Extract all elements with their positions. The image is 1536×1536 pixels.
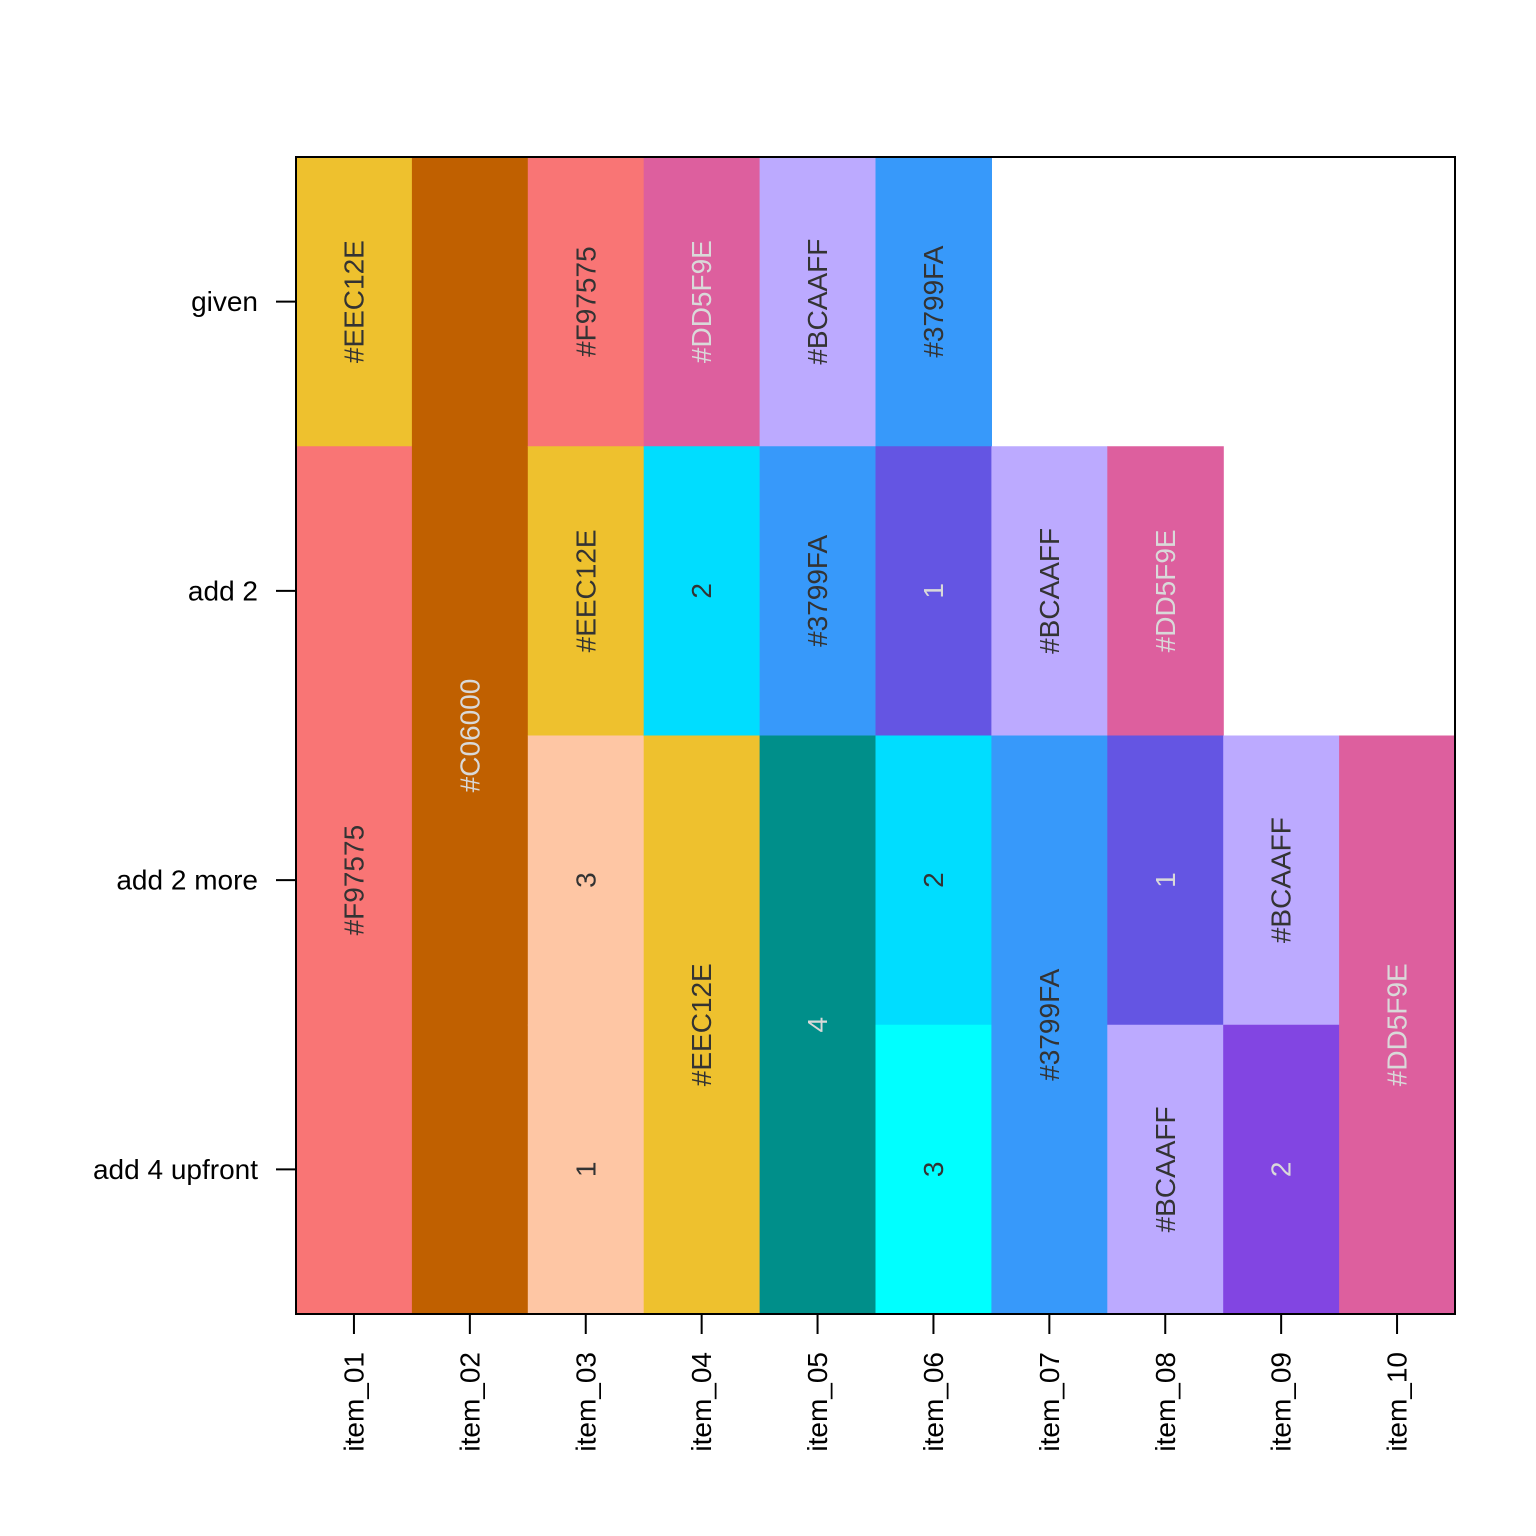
cell-item-07-add-2-more-label: #3799FA <box>1034 968 1065 1080</box>
y-tick-label-add-2-more: add 2 more <box>116 865 258 896</box>
cell-item-05-add-2-more <box>759 735 877 1315</box>
plot-frame <box>295 156 1456 1315</box>
x-tick-label-item-05: item_05 <box>802 1352 833 1452</box>
cell-item-02-given <box>411 157 529 1315</box>
cell-item-10-add-2-more <box>1339 735 1456 1315</box>
cell-item-05-add-2-label: #3799FA <box>802 535 833 647</box>
cell-item-04-add-2 <box>643 446 761 737</box>
cell-item-05-add-2 <box>759 446 877 737</box>
cell-item-03-given <box>527 157 645 447</box>
cell-item-09-add-4-upfront <box>1223 1024 1340 1315</box>
cell-item-08-add-2-more-label: 1 <box>1150 872 1181 888</box>
cell-item-08-add-4-upfront <box>1107 1024 1224 1315</box>
x-tick-label-item-07: item_07 <box>1034 1352 1065 1452</box>
cell-item-01-add-2 <box>296 446 413 1315</box>
y-tick-label-given: given <box>191 286 258 317</box>
cell-item-06-given <box>875 157 992 447</box>
cell-item-06-add-2-label: 1 <box>918 583 949 599</box>
cell-item-08-add-4-upfront-label: #BCAAFF <box>1150 1106 1181 1232</box>
cell-item-08-add-2-more <box>1107 735 1224 1026</box>
x-tick-label-item-06: item_06 <box>918 1352 949 1452</box>
cell-item-03-add-2 <box>527 446 645 737</box>
cell-item-02-given-label: #C06000 <box>454 679 485 793</box>
cell-item-08-add-2-label: #DD5F9E <box>1150 529 1181 652</box>
cell-item-06-add-2 <box>875 446 992 737</box>
cell-item-04-add-2-more-label: #EEC12E <box>686 963 717 1086</box>
y-tick-label-add-2: add 2 <box>188 575 258 606</box>
x-tick-label-item-02: item_02 <box>454 1352 485 1452</box>
cell-item-05-given <box>759 157 877 447</box>
cell-item-06-add-2-more-label: 2 <box>918 872 949 888</box>
x-tick-label-item-03: item_03 <box>570 1352 601 1452</box>
cell-item-04-add-2-more <box>643 735 761 1315</box>
x-tick-label-item-08: item_08 <box>1150 1352 1181 1452</box>
cell-item-03-add-2-more <box>527 735 645 1026</box>
cell-item-09-add-4-upfront-label: 2 <box>1266 1162 1297 1178</box>
cell-item-01-add-2-label: #F97575 <box>338 825 369 936</box>
x-tick-label-item-09: item_09 <box>1266 1352 1297 1452</box>
cells-layer <box>296 157 1456 1315</box>
cell-item-08-add-2 <box>1107 446 1224 737</box>
cell-item-03-add-2-label: #EEC12E <box>570 529 601 652</box>
y-tick-label-add-4-upfront: add 4 upfront <box>93 1154 258 1185</box>
cell-item-03-add-2-more-label: 3 <box>570 872 601 888</box>
cell-item-01-given <box>296 157 413 447</box>
cell-item-09-add-2-more-label: #BCAAFF <box>1266 817 1297 943</box>
cell-item-06-add-2-more <box>875 735 992 1026</box>
x-tick-label-item-01: item_01 <box>338 1352 369 1452</box>
cell-item-05-given-label: #BCAAFF <box>802 239 833 365</box>
cell-item-06-given-label: #3799FA <box>918 245 949 357</box>
cell-labels-layer: #EEC12E #F97575 #C06000 #F97575 #EEC12E 3 1 #DD… <box>338 239 1412 1233</box>
cell-item-01-given-label: #EEC12E <box>338 240 369 363</box>
cell-item-10-add-2-more-label: #DD5F9E <box>1382 963 1413 1086</box>
cell-item-06-add-4-upfront <box>875 1024 992 1315</box>
cell-item-04-add-2-label: 2 <box>686 583 717 599</box>
cell-item-04-given-label: #DD5F9E <box>686 240 717 363</box>
y-axis: given add 2 add 2 more add 4 upfront <box>93 286 296 1185</box>
cell-item-03-add-4-upfront-label: 1 <box>570 1162 601 1178</box>
x-tick-label-item-04: item_04 <box>686 1352 717 1452</box>
cell-item-04-given <box>643 157 761 447</box>
cell-item-03-add-4-upfront <box>527 1024 645 1315</box>
cell-item-09-add-2-more <box>1223 735 1340 1026</box>
cell-item-07-add-2 <box>991 446 1108 737</box>
x-tick-label-item-10: item_10 <box>1382 1352 1413 1452</box>
cell-item-03-given-label: #F97575 <box>570 246 601 357</box>
cell-item-05-add-2-more-label: 4 <box>802 1017 833 1033</box>
x-axis: item_01 item_02 item_03 item_04 item_05 item_… <box>338 1314 1413 1452</box>
cell-item-07-add-2-label: #BCAAFF <box>1034 528 1065 654</box>
cell-item-06-add-4-upfront-label: 3 <box>918 1162 949 1178</box>
cell-item-07-add-2-more <box>991 735 1108 1315</box>
